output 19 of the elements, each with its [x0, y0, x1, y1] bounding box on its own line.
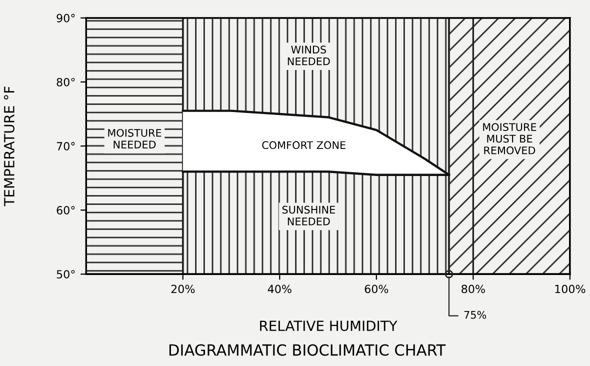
annotation: WINDS NEEDED: [288, 46, 330, 66]
y-tick-label: 90°: [56, 14, 75, 22]
x-axis-title: RELATIVE HUMIDITY: [260, 320, 398, 332]
text: DIAGRAMMATIC BIOCLIMATIC CHART: [169, 344, 446, 356]
y-tick-label: 50°: [56, 270, 75, 279]
annotation: COMFORT ZONE: [262, 141, 346, 150]
x-tick-label: 40%: [268, 284, 292, 294]
band-label: MOISTURE MUST BE REMOVED: [483, 123, 536, 154]
band-label: MOISTURE NEEDED: [108, 128, 162, 148]
x-tick-label: 80%: [462, 284, 485, 294]
annotation: 75%: [464, 310, 486, 319]
x-tick-label: 20%: [171, 284, 195, 294]
y-tick-label: 60°: [56, 206, 75, 214]
annotation: SUNSHINE NEEDED: [282, 206, 335, 226]
y-axis-title: TEMPERATURE °F: [4, 86, 14, 206]
x-tick-label: 100%: [555, 284, 586, 294]
y-tick-label: 70°: [56, 142, 75, 150]
y-tick-label: 80°: [56, 78, 75, 86]
x-tick-label: 60%: [364, 284, 388, 294]
